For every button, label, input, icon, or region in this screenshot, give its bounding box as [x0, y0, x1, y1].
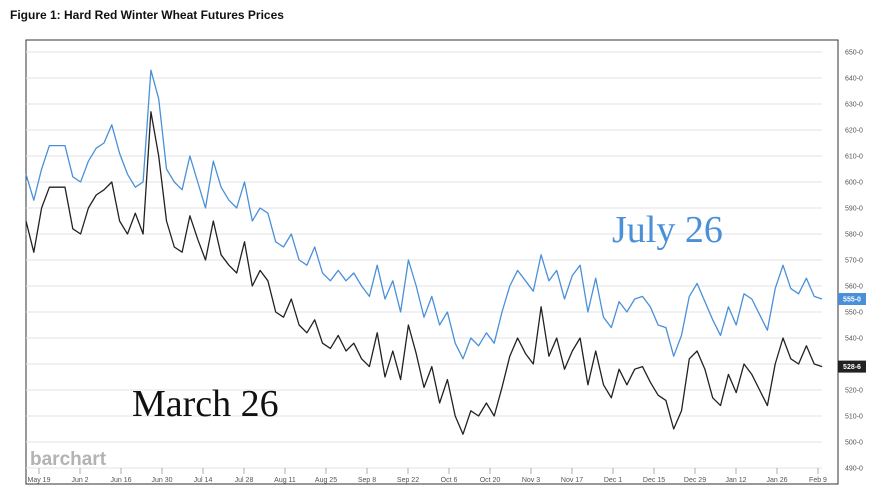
- y-tick-label: 580-0: [845, 232, 863, 239]
- y-tick-label: 560-0: [845, 284, 863, 291]
- x-tick-label: May 19: [28, 477, 51, 484]
- x-tick-label: Jul 14: [194, 477, 213, 484]
- y-tick-label: 520-0: [845, 388, 863, 395]
- y-tick-label: 650-0: [845, 50, 863, 57]
- x-tick-label: Jun 16: [110, 477, 131, 484]
- last-price-label: 555-0: [843, 297, 861, 304]
- y-tick-label: 610-0: [845, 154, 863, 161]
- x-tick-label: Jun 2: [71, 477, 88, 484]
- x-tick-label: Dec 15: [643, 477, 665, 484]
- x-tick-label: Dec 29: [684, 477, 706, 484]
- annotation-july-26: July 26: [612, 209, 723, 251]
- plot-frame: [25, 39, 839, 485]
- series-line-0: [25, 69, 823, 360]
- x-axis: May 19 Jun 2 Jun 16 Jun 30 Jul 14 Jul 28 Aug 1…: [28, 468, 827, 484]
- x-tick-label: Jul 28: [235, 477, 254, 484]
- x-tick-label: Nov 17: [561, 477, 583, 484]
- x-tick-label: Jun 30: [151, 477, 172, 484]
- series-line-1: [25, 111, 823, 435]
- last-price-badge: [838, 360, 866, 373]
- barchart-watermark: barchart: [30, 449, 107, 470]
- x-tick-label: Oct 6: [441, 477, 458, 484]
- y-tick-label: 570-0: [845, 258, 863, 265]
- figure-title: Figure 1: Hard Red Winter Wheat Futures …: [10, 8, 284, 22]
- x-tick-label: Sep 8: [358, 477, 376, 484]
- last-price-label: 528-6: [843, 364, 861, 371]
- x-tick-label: Jan 26: [766, 477, 787, 484]
- x-tick-label: Aug 11: [274, 477, 296, 484]
- x-tick-label: Oct 20: [480, 477, 501, 484]
- x-tick-label: Dec 1: [604, 477, 622, 484]
- x-tick-label: Feb 9: [809, 477, 827, 484]
- annotation-march-26: March 26: [132, 383, 279, 425]
- x-tick-label: Nov 3: [522, 477, 540, 484]
- x-tick-label: Sep 22: [397, 477, 419, 484]
- x-tick-label: Aug 25: [315, 477, 337, 484]
- y-axis: 650-0 640-0 630-0 620-0 610-0 600-0 590-0 580-0…: [845, 50, 863, 473]
- y-tick-label: 510-0: [845, 414, 863, 421]
- y-tick-label: 500-0: [845, 440, 863, 447]
- y-tick-label: 600-0: [845, 180, 863, 187]
- y-tick-label: 620-0: [845, 128, 863, 135]
- last-price-badge: [838, 293, 866, 305]
- series-lines: [25, 69, 823, 435]
- y-tick-label: 630-0: [845, 102, 863, 109]
- y-tick-label: 640-0: [845, 76, 863, 83]
- x-tick-label: Jan 12: [725, 477, 746, 484]
- y-tick-label: 550-0: [845, 310, 863, 317]
- y-tick-label: 540-0: [845, 336, 863, 343]
- y-tick-label: 590-0: [845, 206, 863, 213]
- last-price-badges: 555-0 528-6: [838, 293, 866, 373]
- y-tick-label: 490-0: [845, 466, 863, 473]
